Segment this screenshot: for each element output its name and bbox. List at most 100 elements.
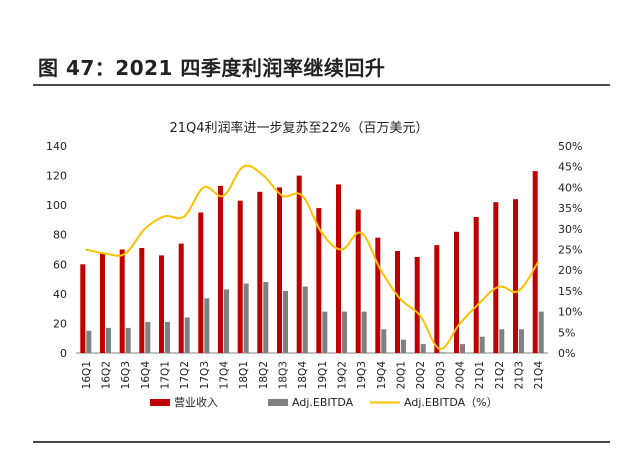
y-tick-label-left: 140: [46, 140, 67, 153]
x-tick-label: 21Q1: [474, 361, 486, 389]
revenue-bar: [119, 249, 125, 353]
x-tick-label: 19Q1: [317, 361, 329, 389]
revenue-bar: [198, 212, 204, 353]
ebitda-bar: [86, 330, 92, 353]
ebitda-bar: [479, 336, 485, 353]
figure-title: 图 47：2021 四季度利润率继续回升: [38, 56, 386, 80]
x-tick-label: 18Q3: [278, 361, 290, 389]
ebitda-bar: [204, 298, 210, 353]
x-tick-label: 16Q3: [120, 361, 132, 389]
ebitda-bar: [283, 290, 288, 353]
legend-label-ebitda: Adj.EBITDA: [292, 396, 354, 409]
x-tick-label: 21Q4: [533, 361, 545, 390]
y-tick-label-left: 0: [60, 347, 67, 360]
y-tick-label-left: 80: [53, 229, 67, 242]
y-tick-label-right: 20%: [558, 264, 582, 277]
revenue-bar: [218, 185, 223, 353]
x-tick-label: 17Q2: [179, 361, 191, 389]
x-axis: 16Q1 16Q2 16Q3 16Q4 17Q1 17Q2 17Q3 17Q4 18Q1 18Q2…: [81, 361, 545, 390]
x-tick-label: 17Q1: [160, 361, 172, 389]
ebitda-bar: [420, 344, 426, 353]
chart-title: 21Q4利润率进一步复苏至22%（百万美元）: [170, 120, 429, 136]
revenue-bar: [532, 171, 538, 353]
ebitda-bar: [125, 327, 131, 353]
ebitda-bar: [361, 311, 367, 353]
ebitda-bar: [145, 321, 151, 353]
y-tick-label-right: 0%: [558, 347, 575, 360]
revenue-bar: [80, 264, 86, 353]
legend: 营业收入 Adj.EBITDA Adj.EBITDA（%）: [150, 395, 498, 409]
legend-label-margin: Adj.EBITDA（%）: [404, 396, 498, 409]
x-tick-label: 17Q4: [219, 361, 231, 390]
y-tick-label-right: 30%: [558, 223, 582, 236]
ebitda-bar: [519, 329, 524, 353]
ebitda-bar: [322, 311, 328, 353]
ebitda-bars: [86, 282, 544, 353]
x-tick-label: 16Q2: [101, 361, 113, 389]
ebitda-bar: [499, 329, 505, 353]
ebitda-bar: [184, 317, 190, 353]
ebitda-margin-line: [85, 164, 540, 350]
ebitda-bar: [401, 339, 406, 353]
y-tick-label-right: 10%: [558, 306, 582, 319]
ebitda-bar: [302, 286, 308, 353]
revenue-bar: [139, 248, 145, 353]
y-tick-label-right: 40%: [558, 181, 582, 194]
revenue-bar: [237, 200, 243, 353]
top-divider: [33, 84, 610, 86]
y-tick-label-right: 35%: [558, 202, 582, 215]
y-tick-label-left: 100: [46, 199, 67, 212]
legend-label-revenue: 营业收入: [174, 395, 218, 409]
revenue-bars: [80, 171, 538, 353]
revenue-bar: [375, 237, 381, 353]
ebitda-bar: [342, 311, 347, 353]
bottom-divider: [33, 441, 610, 443]
ebitda-bar: [106, 327, 111, 353]
ebitda-bar: [263, 282, 269, 353]
legend-swatch-revenue: [150, 399, 170, 406]
revenue-bar: [100, 252, 105, 353]
legend-swatch-ebitda: [268, 399, 288, 406]
ebitda-bar: [165, 321, 170, 353]
x-tick-label: 20Q1: [396, 361, 408, 389]
revenue-bar: [178, 243, 184, 353]
revenue-bar: [414, 256, 420, 353]
x-tick-label: 21Q3: [514, 361, 526, 389]
y-tick-label-left: 20: [53, 317, 67, 330]
y-tick-label-right: 15%: [558, 285, 582, 298]
ebitda-bar: [538, 311, 544, 353]
revenue-bar: [159, 255, 164, 353]
x-tick-label: 18Q4: [297, 361, 309, 390]
revenue-bar: [454, 231, 459, 353]
y-tick-label-right: 45%: [558, 161, 582, 174]
x-tick-label: 21Q2: [494, 361, 506, 389]
ebitda-bar: [460, 344, 465, 353]
y-tick-label-right: 5%: [558, 326, 575, 339]
y-axis-left: 0 20 40 60 80 100 120 140: [46, 140, 67, 360]
ebitda-bar: [243, 283, 249, 353]
revenue-bar: [296, 175, 302, 353]
y-tick-label-left: 120: [46, 170, 67, 183]
ebitda-margin-path: [85, 164, 540, 350]
ebitda-bar: [224, 289, 229, 353]
revenue-bar: [257, 191, 263, 353]
y-tick-label-left: 60: [53, 258, 67, 271]
x-tick-label: 18Q2: [258, 361, 270, 389]
y-tick-label-left: 40: [53, 288, 67, 301]
y-axis-right: 0% 5% 10% 15% 20% 25% 30% 35% 40% 45% 50%: [558, 140, 582, 360]
x-tick-label: 20Q3: [435, 361, 447, 389]
ebitda-bar: [381, 329, 387, 353]
y-tick-label-right: 50%: [558, 140, 582, 153]
revenue-bar: [473, 217, 479, 353]
revenue-bar: [355, 209, 361, 353]
y-tick-label-right: 25%: [558, 244, 582, 257]
revenue-bar: [493, 202, 499, 353]
x-tick-label: 19Q2: [337, 361, 349, 389]
revenue-bar: [277, 187, 282, 353]
x-tick-label: 16Q4: [140, 361, 152, 390]
x-tick-label: 18Q1: [238, 361, 250, 389]
revenue-bar: [513, 199, 518, 353]
revenue-bar: [434, 245, 440, 353]
revenue-bar: [395, 251, 400, 353]
